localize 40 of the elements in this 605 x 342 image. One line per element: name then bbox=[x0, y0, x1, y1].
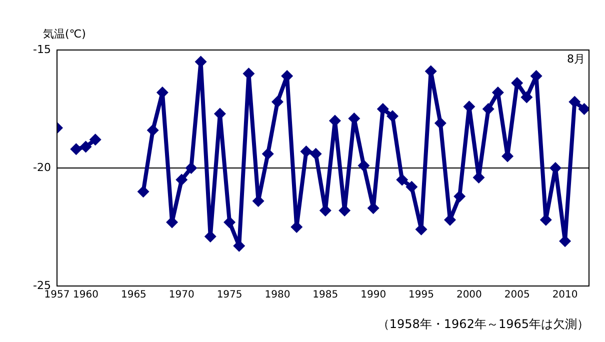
x-tick-label: 1995 bbox=[408, 290, 434, 301]
point bbox=[300, 145, 312, 158]
point bbox=[137, 186, 150, 198]
point bbox=[406, 180, 418, 193]
x-tick-label: 1975 bbox=[216, 290, 242, 301]
x-tick-label: 1960 bbox=[73, 290, 98, 301]
x-tick-label: 1990 bbox=[360, 290, 386, 301]
point bbox=[89, 134, 102, 146]
point bbox=[224, 216, 236, 228]
point bbox=[146, 124, 159, 136]
text: （1958年・1962年～1965年は欠測） bbox=[377, 317, 589, 332]
point bbox=[482, 103, 494, 115]
y-axis-title: 気温(℃) bbox=[43, 27, 86, 40]
point bbox=[578, 103, 589, 115]
x-tick-label: 1985 bbox=[312, 290, 338, 301]
x-tick-label: 1980 bbox=[264, 290, 290, 301]
point bbox=[376, 103, 389, 115]
point bbox=[176, 174, 188, 186]
x-tick-label: 1965 bbox=[120, 290, 146, 301]
point bbox=[568, 96, 581, 108]
point bbox=[185, 162, 198, 174]
point bbox=[520, 91, 533, 104]
point bbox=[262, 148, 274, 160]
point bbox=[396, 174, 408, 186]
y-tick-label: -15 bbox=[33, 42, 51, 56]
point bbox=[70, 143, 82, 156]
x-tick-label: 2010 bbox=[552, 290, 578, 301]
point bbox=[271, 96, 284, 108]
point bbox=[358, 160, 370, 172]
point bbox=[310, 148, 322, 160]
x-tick-label: 1970 bbox=[168, 290, 194, 301]
point bbox=[434, 117, 446, 130]
point bbox=[80, 140, 92, 153]
x-tick-label: 2005 bbox=[504, 290, 530, 301]
point bbox=[386, 110, 398, 122]
annotation: 8月 bbox=[567, 52, 585, 66]
point bbox=[454, 190, 466, 202]
x-tick-label: 1957 bbox=[44, 290, 70, 301]
x-tick-label: 2000 bbox=[456, 290, 482, 301]
y-tick-label: -20 bbox=[33, 160, 51, 174]
